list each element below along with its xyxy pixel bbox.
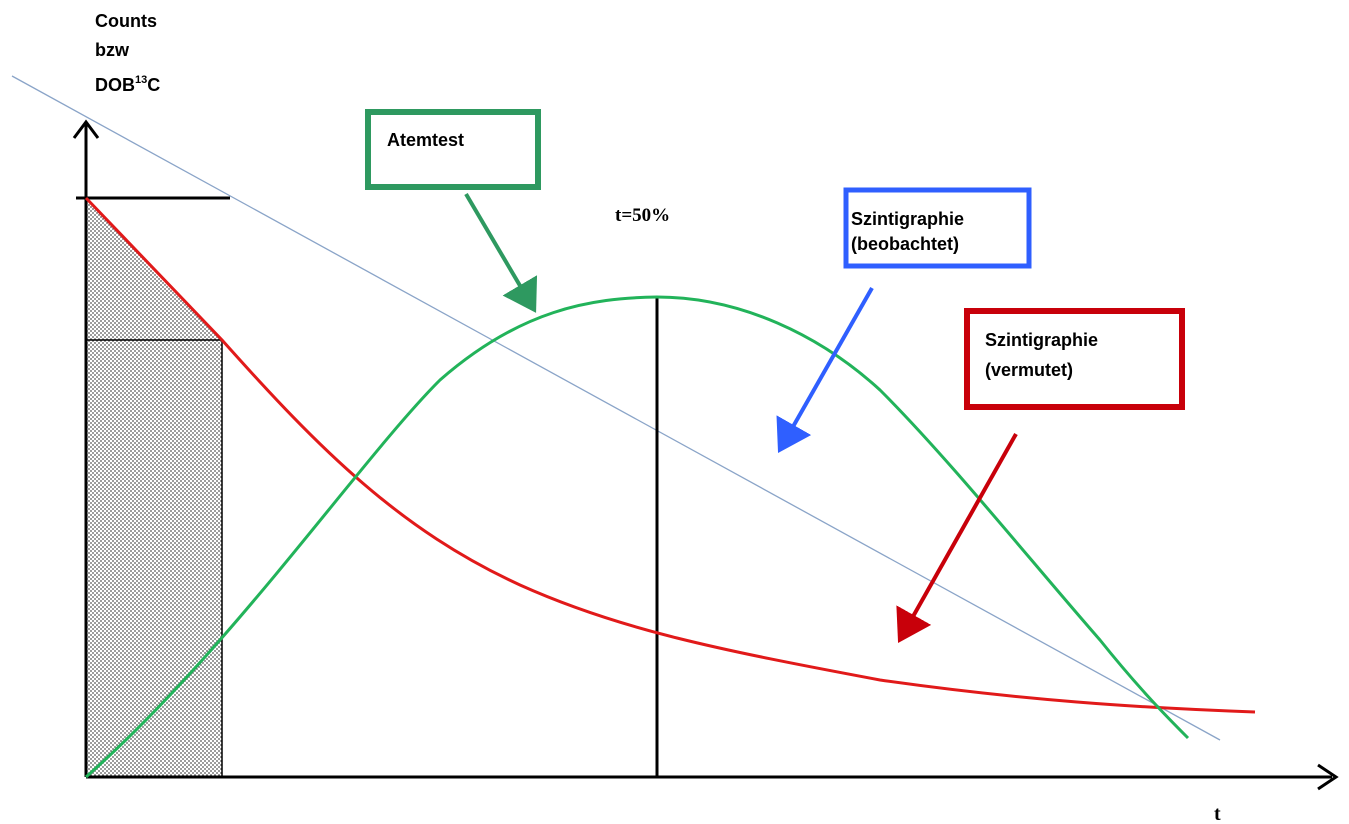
szint-beobachtet-callout-box xyxy=(843,187,1032,269)
y-axis-label-line2: bzw xyxy=(95,40,130,60)
szint-vermutet-callout-box xyxy=(964,308,1185,410)
x-axis-label: t xyxy=(1214,803,1221,824)
blue-reference-line xyxy=(11,75,1221,741)
szint-beobachtet-label-1: Szintigraphie xyxy=(851,209,964,229)
szint-vermutet-label-2: (vermutet) xyxy=(985,360,1073,380)
y-axis-label-dob: DOB xyxy=(95,75,135,95)
y-axis-label-c: C xyxy=(147,75,160,95)
szint-beobachtet-label-2: (beobachtet) xyxy=(851,234,959,254)
atemtest-callout-label: Atemtest xyxy=(387,130,464,150)
half-time-label: t=50% xyxy=(615,205,670,226)
szint-beobachtet-arrow xyxy=(776,287,874,453)
green-curve xyxy=(85,295,1190,779)
atemtest-callout-box xyxy=(365,109,541,190)
y-axis-label-line1: Counts xyxy=(95,11,157,31)
y-axis-label-line3: DOB13C xyxy=(95,74,160,95)
red-curve xyxy=(84,196,1256,714)
shaded-area xyxy=(86,198,222,777)
szint-vermutet-label-1: Szintigraphie xyxy=(985,330,1098,350)
szint-vermutet-arrow xyxy=(896,433,1018,643)
atemtest-arrow xyxy=(464,192,538,313)
y-axis-arrowhead xyxy=(72,119,100,139)
y-axis-label-sup: 13 xyxy=(135,74,147,86)
x-axis-arrowhead xyxy=(1317,763,1339,791)
